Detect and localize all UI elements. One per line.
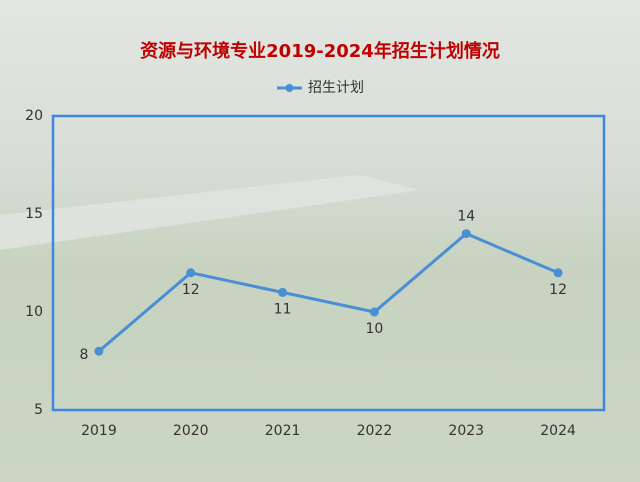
background-path: [0, 175, 420, 250]
legend-marker: [285, 84, 294, 92]
x-tick-label: 2020: [173, 423, 209, 439]
y-tick-label: 5: [34, 402, 43, 418]
x-tick-label: 2019: [81, 423, 117, 439]
data-point: [369, 307, 379, 317]
legend: 招生计划: [277, 80, 364, 96]
x-tick-label: 2022: [357, 423, 393, 439]
data-label: 11: [274, 301, 292, 317]
data-label: 12: [182, 282, 200, 298]
chart-title: 资源与环境专业2019-2024年招生计划情况: [140, 40, 500, 62]
data-label: 12: [549, 282, 567, 298]
y-tick-label: 20: [25, 108, 43, 124]
x-tick-label: 2024: [540, 423, 576, 439]
data-label: 14: [457, 209, 475, 225]
data-point: [461, 229, 471, 239]
y-tick-label: 15: [25, 206, 43, 222]
x-tick-label: 2023: [448, 423, 484, 439]
data-point: [186, 268, 196, 278]
y-tick-label: 10: [25, 304, 43, 320]
legend-label: 招生计划: [308, 80, 364, 96]
data-label: 10: [366, 321, 384, 337]
data-label: 8: [79, 347, 88, 363]
data-point: [94, 346, 104, 356]
data-point: [553, 268, 563, 278]
data-point: [278, 287, 288, 297]
x-tick-label: 2021: [265, 423, 301, 439]
plot-border: [51, 114, 606, 412]
data-line: [97, 231, 559, 353]
